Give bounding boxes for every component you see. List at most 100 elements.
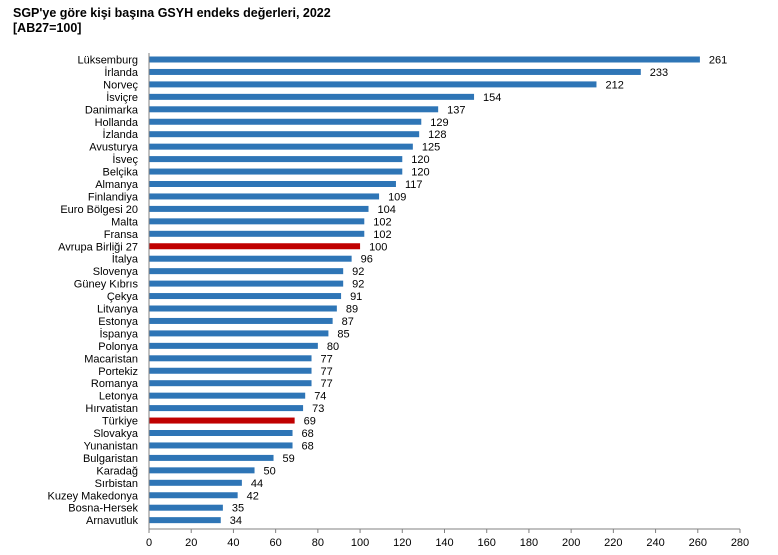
category-label-cat-20: Litvanya xyxy=(97,304,139,316)
value-label-cat-4: 137 xyxy=(447,104,465,116)
category-label-cat-5: Hollanda xyxy=(95,117,139,129)
category-label-cat-1: İrlanda xyxy=(104,66,139,79)
bar-cat-26 xyxy=(149,380,312,387)
value-label-cat-10: 117 xyxy=(405,179,423,191)
category-labels: LüksemburgİrlandaNorveçİsviçreDanimarkaH… xyxy=(48,55,139,528)
x-tick-label: 240 xyxy=(646,537,664,549)
category-label-cat-35: Kuzey Makedonya xyxy=(48,490,139,502)
x-tick-label: 180 xyxy=(520,537,538,549)
bars xyxy=(149,56,700,524)
category-label-cat-12: Euro Bölgesi 20 xyxy=(60,204,138,216)
bar-cat-19 xyxy=(149,293,342,300)
category-label-cat-24: Macaristan xyxy=(84,353,138,365)
value-label-cat-12: 104 xyxy=(378,204,396,216)
category-label-cat-7: Avusturya xyxy=(89,142,139,154)
category-label-cat-19: Çekya xyxy=(107,291,139,303)
value-label-cat-30: 68 xyxy=(302,428,314,440)
x-tick-label: 100 xyxy=(351,537,369,549)
category-label-cat-23: Polonya xyxy=(98,341,139,353)
value-label-cat-14: 102 xyxy=(373,229,391,241)
value-label-cat-34: 44 xyxy=(251,478,263,490)
bar-cat-16 xyxy=(149,255,352,262)
bar-cat-1 xyxy=(149,68,641,75)
bar-cat-24 xyxy=(149,355,312,362)
category-label-cat-6: İzlanda xyxy=(103,128,139,141)
value-label-cat-25: 77 xyxy=(321,366,333,378)
value-label-cat-6: 128 xyxy=(428,129,446,141)
value-label-cat-37: 34 xyxy=(230,515,242,527)
value-label-cat-15: 100 xyxy=(369,241,387,253)
bar-cat-0 xyxy=(149,56,700,63)
bar-cat-18 xyxy=(149,280,344,287)
category-label-cat-14: Fransa xyxy=(104,229,139,241)
bar-cat-27 xyxy=(149,392,306,399)
category-label-cat-15: Avrupa Birliği 27 xyxy=(58,241,138,253)
category-label-cat-3: İsviçre xyxy=(106,91,138,104)
category-label-cat-4: Danimarka xyxy=(85,104,139,116)
value-label-cat-22: 85 xyxy=(337,328,349,340)
bar-cat-4 xyxy=(149,106,439,113)
x-axis-ticks: 0 20 40 60 80 100 120 140 160 180 200 220 240 260 280 xyxy=(146,529,749,549)
category-label-cat-8: İsveç xyxy=(112,153,138,166)
value-label-cat-26: 77 xyxy=(321,378,333,390)
value-label-cat-28: 73 xyxy=(312,403,324,415)
category-label-cat-18: Güney Kıbrıs xyxy=(74,279,139,291)
bar-cat-13 xyxy=(149,218,365,225)
bar-cat-2 xyxy=(149,81,597,88)
value-label-cat-21: 87 xyxy=(342,316,354,328)
bar-cat-32 xyxy=(149,454,274,461)
bar-cat-31 xyxy=(149,442,293,449)
bar-cat-9 xyxy=(149,168,403,175)
category-label-cat-31: Yunanistan xyxy=(84,440,138,452)
bar-cat-10 xyxy=(149,181,396,187)
category-label-cat-16: İtalya xyxy=(112,253,139,266)
value-label-cat-17: 92 xyxy=(352,266,364,278)
value-label-cat-1: 233 xyxy=(650,67,668,79)
value-label-cat-11: 109 xyxy=(388,191,406,203)
value-label-cat-7: 125 xyxy=(422,142,440,154)
category-label-cat-37: Arnavutluk xyxy=(86,515,138,527)
category-label-cat-33: Karadağ xyxy=(96,465,138,477)
chart-title-block: SGP'ye göre kişi başına GSYH endeks değe… xyxy=(13,6,331,36)
x-tick-label: 80 xyxy=(312,537,324,549)
value-label-cat-23: 80 xyxy=(327,341,339,353)
category-label-cat-17: Slovenya xyxy=(93,266,139,278)
bar-cat-8 xyxy=(149,156,403,163)
value-label-cat-27: 74 xyxy=(314,391,326,403)
bar-cat-5 xyxy=(149,118,422,125)
value-label-cat-31: 68 xyxy=(302,440,314,452)
x-tick-label: 200 xyxy=(562,537,580,549)
bar-cat-29 xyxy=(149,417,295,424)
bar-cat-33 xyxy=(149,467,255,474)
x-tick-label: 280 xyxy=(731,537,749,549)
bar-cat-20 xyxy=(149,305,337,312)
value-label-cat-3: 154 xyxy=(483,92,501,104)
x-tick-label: 60 xyxy=(270,537,282,549)
bar-cat-25 xyxy=(149,367,312,374)
x-tick-label: 120 xyxy=(393,537,411,549)
x-tick-label: 220 xyxy=(604,537,622,549)
category-label-cat-13: Malta xyxy=(111,216,139,228)
bar-cat-12 xyxy=(149,205,369,212)
value-labels: 2612332121541371291281251201201171091041… xyxy=(230,55,727,528)
category-label-cat-0: Lüksemburg xyxy=(77,55,138,67)
category-label-cat-28: Hırvatistan xyxy=(85,403,138,415)
bar-cat-28 xyxy=(149,405,304,412)
bar-cat-35 xyxy=(149,492,238,499)
x-tick-label: 260 xyxy=(689,537,707,549)
value-label-cat-32: 59 xyxy=(283,453,295,465)
bar-cat-17 xyxy=(149,268,344,275)
category-label-cat-36: Bosna-Hersek xyxy=(68,503,138,515)
category-label-cat-21: Estonya xyxy=(98,316,139,328)
category-label-cat-34: Sırbistan xyxy=(95,478,138,490)
x-tick-label: 20 xyxy=(185,537,197,549)
x-tick-label: 0 xyxy=(146,537,152,549)
chart-subtitle: [AB27=100] xyxy=(13,21,82,35)
category-label-cat-2: Norveç xyxy=(103,79,138,91)
bar-cat-37 xyxy=(149,517,221,524)
value-label-cat-5: 129 xyxy=(430,117,448,129)
category-label-cat-32: Bulgaristan xyxy=(83,453,138,465)
bar-cat-23 xyxy=(149,342,318,349)
value-label-cat-2: 212 xyxy=(605,79,623,91)
category-label-cat-9: Belçika xyxy=(103,167,139,179)
